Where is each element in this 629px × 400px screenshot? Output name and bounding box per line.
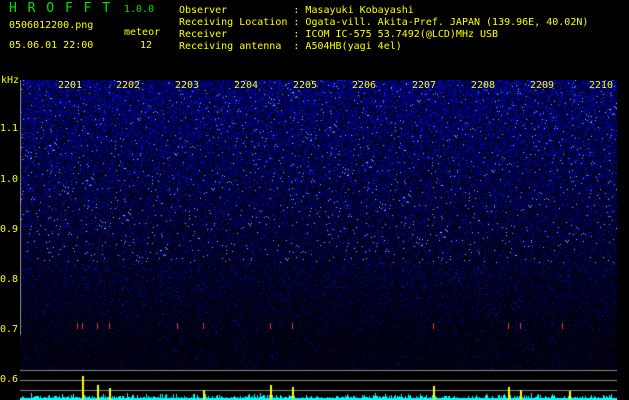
freq-label: 0.6 <box>0 374 19 385</box>
info-label-receiver: Receiver <box>179 29 228 40</box>
time-label: 2208 <box>471 80 496 91</box>
datetime: 05.06.01 22:00 <box>9 40 94 51</box>
time-label: 2204 <box>234 80 259 91</box>
app-version: 1.0.0 <box>124 4 155 15</box>
info-value-receiver: ICOM IC-575 53.7492(@LCD)MHz USB <box>293 29 588 41</box>
time-label: 2203 <box>175 80 200 91</box>
time-label: 2209 <box>530 80 555 91</box>
time-label: 2206 <box>352 80 377 91</box>
info-label-observer: Observer <box>179 5 228 16</box>
freq-label: 1.1 <box>0 123 19 134</box>
freq-label: 0.7 <box>0 324 19 335</box>
meteor-count: 12 <box>140 40 153 51</box>
time-label: 2202 <box>116 80 141 91</box>
freq-label: 0.9 <box>0 224 19 235</box>
time-label: 2207 <box>412 80 437 91</box>
filename: 0506012200.png <box>9 20 94 31</box>
info-value-antenna: A504HB(yagi 4el) <box>293 41 588 53</box>
meteor-label: meteor <box>124 27 161 38</box>
info-value-observer: Masayuki Kobayashi <box>293 5 588 17</box>
freq-unit: kHz <box>1 75 20 86</box>
info-value-location: Ogata-vill. Akita-Pref. JAPAN (139.96E, … <box>293 17 588 29</box>
station-info: Observer Masayuki Kobayashi Receiving Lo… <box>179 5 588 53</box>
app-title: H R O F F T <box>9 1 112 16</box>
time-label: 2205 <box>293 80 318 91</box>
time-label: 2210 <box>589 80 614 91</box>
spectrogram <box>20 80 617 400</box>
freq-label: 1.0 <box>0 174 19 185</box>
freq-label: 0.8 <box>0 274 19 285</box>
time-label: 2201 <box>58 80 83 91</box>
info-label-location: Receiving Location <box>179 17 288 28</box>
info-label-antenna: Receiving antenna <box>179 41 282 52</box>
